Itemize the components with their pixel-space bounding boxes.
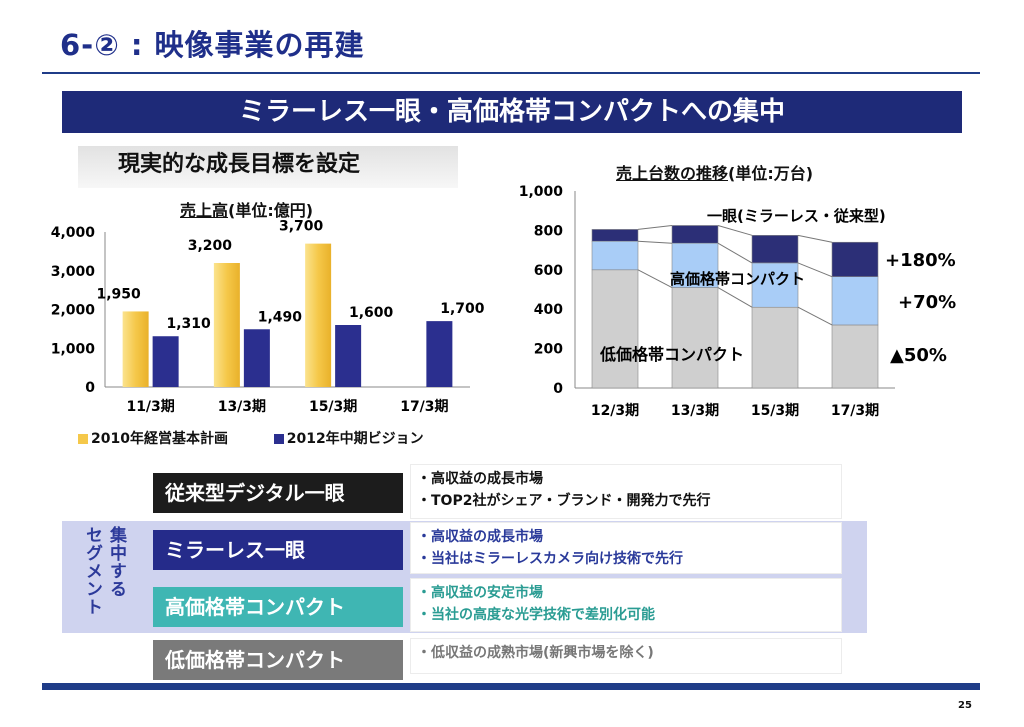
series-label-low: 低価格帯コンパクト — [599, 345, 744, 364]
stack-segment — [671, 242, 719, 288]
bar — [122, 311, 149, 387]
page-number: 25 — [958, 700, 972, 711]
segment-dslr: 従来型デジタル一眼 — [153, 473, 403, 513]
stack-segment — [591, 229, 639, 242]
x-tick-label: 17/3期 — [831, 403, 879, 419]
bar-value-label: 1,950 — [96, 286, 141, 302]
connector-line — [797, 234, 833, 243]
y-tick-label: 800 — [534, 223, 563, 239]
footer-divider — [42, 683, 980, 690]
sales-legend: 2010年経営基本計画 2012年中期ビジョン — [78, 428, 424, 448]
x-tick-label: 13/3期 — [671, 403, 719, 419]
bar-value-label: 3,200 — [188, 238, 233, 254]
change-label-high: +70% — [898, 292, 956, 313]
segment-dslr-desc: ・高収益の成長市場 ・TOP2社がシェア・ブランド・開発力で先行 — [410, 464, 842, 519]
x-tick-label: 17/3期 — [400, 399, 448, 415]
desc-point: ・当社はミラーレスカメラ向け技術で先行 — [417, 551, 683, 567]
focus-label-line-2: セグメント — [82, 526, 102, 616]
bar-value-label: 1,700 — [440, 301, 485, 317]
bar — [152, 336, 179, 387]
units-chart-title-unit: (単位:万台) — [728, 164, 814, 183]
desc-point: ・TOP2社がシェア・ブランド・開発力で先行 — [417, 493, 711, 509]
segment-high-compact-desc: ・高収益の安定市場 ・当社の高度な光学技術で差別化可能 — [410, 578, 842, 632]
stack-segment — [831, 276, 879, 326]
stack-segment — [831, 324, 879, 389]
x-tick-label: 15/3期 — [751, 403, 799, 419]
desc-point: ・低収益の成熟市場(新興市場を除く) — [417, 645, 654, 661]
segment-mirrorless: ミラーレス一眼 — [153, 530, 403, 570]
x-tick-label: 13/3期 — [218, 399, 266, 415]
y-tick-label: 1,000 — [519, 184, 564, 200]
y-tick-label: 0 — [553, 381, 563, 397]
sales-chart-title: 売上高(単位:億円) — [180, 197, 313, 221]
x-tick-label: 15/3期 — [309, 399, 357, 415]
connector-line — [717, 242, 753, 264]
bar — [305, 243, 332, 387]
stack-segment — [671, 287, 719, 389]
change-label-low: ▲50% — [890, 345, 947, 366]
segment-low-compact-desc: ・低収益の成熟市場(新興市場を除く) — [410, 638, 842, 674]
y-tick-label: 3,000 — [51, 264, 96, 280]
connector-line — [717, 287, 753, 308]
stack-segment — [671, 225, 719, 244]
x-tick-label: 12/3期 — [591, 403, 639, 419]
desc-point: ・高収益の成長市場 — [417, 471, 543, 487]
title-divider — [42, 72, 980, 74]
y-tick-label: 600 — [534, 263, 563, 279]
bar-value-label: 1,490 — [258, 309, 303, 325]
units-chart-title: 売上台数の推移(単位:万台) — [616, 160, 813, 184]
bar — [243, 329, 270, 387]
sales-chart-title-unit: (単位:億円) — [228, 201, 314, 220]
page-title: 6-② : 映像事業の再建 — [60, 28, 365, 62]
bar — [335, 325, 362, 387]
y-tick-label: 400 — [534, 302, 563, 318]
sales-chart-title-main: 売上高 — [180, 201, 229, 220]
bar — [426, 321, 453, 387]
stack-segment — [751, 262, 799, 308]
connector-line — [637, 224, 673, 230]
bar-value-label: 3,700 — [279, 219, 324, 235]
change-label-slr: +180% — [885, 250, 956, 271]
sales-bar-chart: 0 1,000 2,000 3,000 4,000 11/3期 1,950 1,310 13/3… — [51, 219, 485, 415]
y-tick-label: 2,000 — [51, 303, 96, 319]
focus-segment-label: 集中する セグメント — [66, 524, 136, 630]
bar — [213, 263, 240, 387]
bar-value-label: 1,600 — [349, 305, 394, 321]
connector-line — [797, 262, 833, 278]
desc-point: ・高収益の成長市場 — [417, 529, 543, 545]
series-label-slr: 一眼(ミラーレス・従来型) — [707, 207, 886, 225]
desc-point: ・当社の高度な光学技術で差別化可能 — [417, 607, 655, 623]
legend-label-vision: 2012年中期ビジョン — [286, 431, 424, 447]
stack-segment — [751, 235, 799, 264]
connector-line — [717, 224, 753, 236]
section-banner: ミラーレス一眼・高価格帯コンパクトへの集中 — [62, 91, 962, 133]
y-tick-label: 4,000 — [51, 225, 96, 241]
segment-low-compact: 低価格帯コンパクト — [153, 640, 403, 680]
y-tick-label: 1,000 — [51, 341, 96, 357]
bar-value-label: 1,310 — [166, 316, 211, 332]
connector-line — [637, 240, 673, 244]
stack-segment — [751, 306, 799, 389]
legend-swatch-vision — [273, 434, 284, 444]
connector-line — [797, 306, 833, 326]
y-tick-label: 200 — [534, 342, 563, 358]
desc-point: ・高収益の安定市場 — [417, 585, 543, 601]
focus-label-line-1: 集中する — [106, 526, 126, 598]
stack-segment — [591, 269, 639, 389]
stack-segment — [591, 240, 639, 271]
subheading: 現実的な成長目標を設定 — [78, 146, 458, 188]
connector-line — [637, 269, 673, 288]
series-label-high: 高価格帯コンパクト — [670, 270, 805, 288]
segment-high-compact: 高価格帯コンパクト — [153, 587, 403, 627]
y-tick-label: 0 — [85, 380, 95, 396]
units-stacked-chart: 0 200 400 600 800 1,000 12/3期 13/3期 15/3期 17/3期 低価… — [519, 184, 956, 419]
x-tick-label: 11/3期 — [126, 399, 174, 415]
segment-mirrorless-desc: ・高収益の成長市場 ・当社はミラーレスカメラ向け技術で先行 — [410, 522, 842, 574]
stack-segment — [831, 241, 879, 277]
legend-label-plan: 2010年経営基本計画 — [91, 431, 228, 447]
units-chart-title-main: 売上台数の推移 — [616, 164, 729, 183]
legend-swatch-plan — [78, 434, 88, 444]
